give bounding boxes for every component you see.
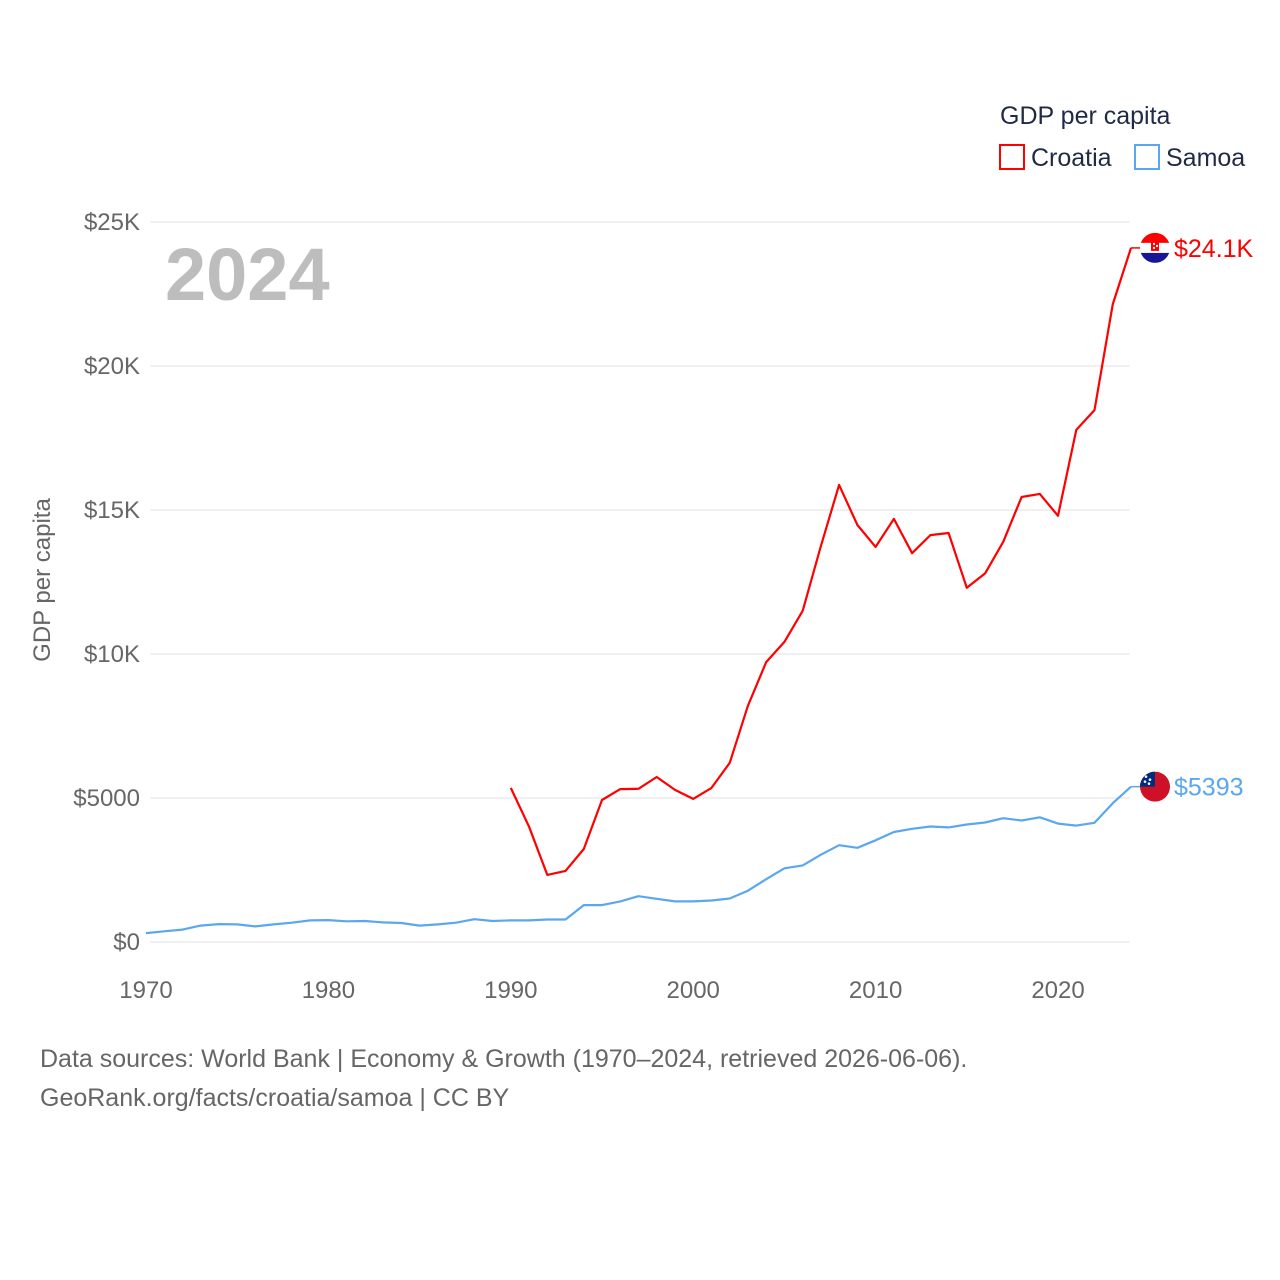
- y-tick-label: $20K: [84, 353, 140, 380]
- legend-swatch-samoa: [1134, 144, 1160, 170]
- legend-swatch-croatia: [999, 144, 1025, 170]
- x-tick-label: 1970: [119, 977, 172, 1004]
- x-tick-label: 2020: [1031, 977, 1084, 1004]
- footer-sources: Data sources: World Bank | Economy & Gro…: [40, 1045, 968, 1073]
- x-tick-label: 1980: [302, 977, 355, 1004]
- series-line-samoa: [145, 785, 1132, 935]
- end-value-label-croatia: $24.1K: [1174, 235, 1254, 263]
- legend-label-croatia: Croatia: [1031, 144, 1112, 172]
- y-tick-label: $25K: [84, 209, 140, 236]
- gdp-chart: $0 $5000 $10K $15K $20K $25K 1970 1980 1990 2000…: [29, 102, 1254, 1004]
- y-axis-label: GDP per capita: [29, 498, 56, 662]
- y-tick-label: $10K: [84, 641, 140, 668]
- y-tick-label: $5000: [73, 785, 140, 812]
- y-tick-label: $15K: [84, 497, 140, 524]
- x-tick-label: 2000: [667, 977, 720, 1004]
- y-tick-label: $0: [113, 929, 140, 956]
- legend-label-samoa: Samoa: [1166, 144, 1245, 172]
- legend-title: GDP per capita: [1000, 102, 1171, 130]
- croatia-flag-icon: [1140, 232, 1170, 263]
- x-tick-label: 2010: [849, 977, 902, 1004]
- x-tick-label: 1990: [484, 977, 537, 1004]
- end-value-label-samoa: $5393: [1174, 774, 1244, 802]
- year-label: 2024: [165, 233, 330, 316]
- legend: GDP per capita Croatia Samoa: [999, 102, 1245, 172]
- samoa-flag-icon: [1140, 771, 1170, 802]
- series-line-croatia: [509, 247, 1133, 877]
- footer-attribution[interactable]: GeoRank.org/facts/croatia/samoa | CC BY: [40, 1084, 510, 1112]
